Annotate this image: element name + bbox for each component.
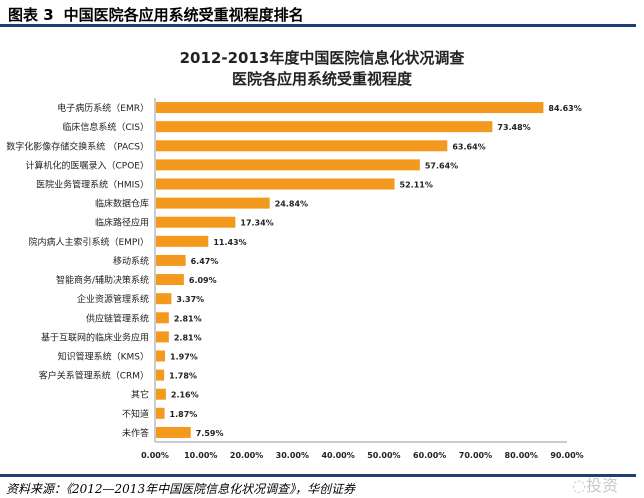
- category-label: 临床信息系统（CIS）: [62, 121, 149, 133]
- category-label: 智能商务/辅助决策系统: [56, 274, 149, 286]
- bar: [156, 235, 209, 247]
- data-label: 7.59%: [196, 429, 224, 438]
- bar: [156, 426, 191, 438]
- figure-label: 图表 3: [8, 6, 54, 24]
- x-tick-label: 30.00%: [276, 451, 309, 460]
- data-label: 2.16%: [171, 391, 199, 400]
- watermark-text: 投资: [585, 476, 618, 495]
- x-tick-label: 10.00%: [184, 451, 217, 460]
- chart-subtitle: 医院各应用系统受重视程度: [231, 70, 412, 88]
- figure-title: 中国医院各应用系统受重视程度排名: [63, 6, 304, 24]
- category-label: 数字化影像存储交换系统 （PACS）: [6, 140, 149, 152]
- data-label: 1.78%: [169, 372, 197, 381]
- bar: [156, 197, 270, 209]
- category-label: 客户关系管理系统（CRM）: [39, 370, 149, 382]
- data-label: 57.64%: [425, 161, 458, 170]
- bar: [156, 350, 166, 362]
- data-label: 2.81%: [174, 333, 202, 342]
- data-label: 3.37%: [176, 295, 204, 304]
- bar: [156, 312, 169, 324]
- source-note: 资料来源：《2012—2013年中国医院信息化状况调查》，华创证券: [6, 482, 356, 496]
- category-label: 临床路径应用: [95, 217, 149, 229]
- data-label: 63.64%: [452, 142, 485, 151]
- category-label: 基于互联网的临床业务应用: [41, 331, 149, 343]
- data-label: 84.63%: [548, 104, 581, 113]
- data-label: 1.97%: [170, 353, 198, 362]
- x-tick-label: 60.00%: [413, 451, 446, 460]
- x-tick-label: 90.00%: [550, 451, 583, 460]
- data-label: 6.09%: [189, 276, 217, 285]
- bar: [156, 274, 184, 286]
- category-label: 医院业务管理系统（HMIS）: [36, 179, 149, 191]
- bar: [156, 293, 172, 305]
- bar: [156, 140, 448, 152]
- data-label: 73.48%: [497, 123, 530, 132]
- data-label: 6.47%: [191, 257, 219, 266]
- bar: [156, 121, 493, 133]
- data-label: 24.84%: [275, 200, 308, 209]
- bar: [156, 369, 165, 381]
- category-label: 知识管理系统（KMS）: [58, 351, 149, 363]
- category-label: 未作答: [122, 427, 149, 439]
- category-label: 移动系统: [113, 255, 149, 267]
- category-label: 不知道: [122, 408, 149, 420]
- x-tick-label: 20.00%: [230, 451, 263, 460]
- data-label: 17.34%: [240, 219, 273, 228]
- category-label: 院内病人主索引系统（EMPI）: [28, 236, 149, 248]
- bar: [156, 388, 166, 400]
- x-tick-label: 0.00%: [141, 451, 169, 460]
- footer-rule: [0, 474, 636, 477]
- watermark: ◌投资: [572, 477, 618, 495]
- data-label: 2.81%: [174, 314, 202, 323]
- x-tick-label: 80.00%: [505, 451, 538, 460]
- data-label: 1.87%: [170, 410, 198, 419]
- bar: [156, 331, 169, 343]
- chart-title: 2012-2013年度中国医院信息化状况调查: [179, 49, 465, 67]
- data-label: 52.11%: [400, 181, 433, 190]
- bar: [156, 178, 395, 190]
- category-label: 供应链管理系统: [86, 312, 149, 324]
- x-tick-label: 70.00%: [459, 451, 492, 460]
- bar: [156, 407, 165, 419]
- bar: [156, 102, 544, 114]
- category-label: 计算机化的医嘱录入（CPOE）: [26, 159, 149, 171]
- category-label: 临床数据仓库: [95, 198, 149, 210]
- x-tick-label: 40.00%: [321, 451, 354, 460]
- data-label: 11.43%: [213, 238, 246, 247]
- bar: [156, 159, 420, 171]
- category-label: 电子病历系统（EMR）: [57, 102, 149, 114]
- bar: [156, 254, 186, 266]
- x-tick-label: 50.00%: [367, 451, 400, 460]
- figure-heading: 图表 3 中国医院各应用系统受重视程度排名: [8, 4, 314, 25]
- bar: [156, 216, 236, 228]
- category-label: 其它: [131, 389, 149, 401]
- category-label: 企业资源管理系统: [77, 293, 149, 305]
- header-rule: [0, 24, 636, 27]
- wechat-icon: ◌: [572, 476, 586, 495]
